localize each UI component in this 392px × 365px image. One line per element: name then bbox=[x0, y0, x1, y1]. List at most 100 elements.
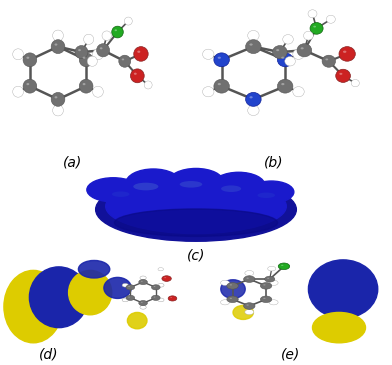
Ellipse shape bbox=[69, 270, 112, 315]
Ellipse shape bbox=[271, 301, 273, 302]
Ellipse shape bbox=[15, 52, 18, 54]
Ellipse shape bbox=[122, 58, 124, 60]
Ellipse shape bbox=[114, 209, 278, 237]
Text: (b): (b) bbox=[264, 156, 283, 170]
Ellipse shape bbox=[263, 284, 265, 285]
Circle shape bbox=[131, 69, 144, 83]
Ellipse shape bbox=[26, 57, 29, 59]
Ellipse shape bbox=[218, 83, 221, 85]
Ellipse shape bbox=[15, 89, 18, 91]
Ellipse shape bbox=[123, 284, 125, 285]
Circle shape bbox=[269, 280, 278, 285]
Circle shape bbox=[293, 49, 304, 59]
Ellipse shape bbox=[159, 299, 161, 300]
Ellipse shape bbox=[276, 49, 279, 51]
Circle shape bbox=[203, 87, 214, 97]
Ellipse shape bbox=[134, 73, 137, 75]
Circle shape bbox=[243, 276, 255, 283]
Circle shape bbox=[285, 57, 296, 66]
Circle shape bbox=[214, 53, 229, 67]
Ellipse shape bbox=[287, 59, 290, 61]
Circle shape bbox=[283, 35, 293, 44]
Ellipse shape bbox=[250, 33, 253, 35]
Circle shape bbox=[96, 44, 110, 57]
Ellipse shape bbox=[205, 52, 208, 54]
Ellipse shape bbox=[325, 58, 328, 60]
Ellipse shape bbox=[87, 178, 140, 202]
Circle shape bbox=[214, 79, 229, 93]
Ellipse shape bbox=[258, 192, 275, 198]
Circle shape bbox=[245, 310, 254, 315]
Text: (e): (e) bbox=[280, 347, 300, 361]
Ellipse shape bbox=[106, 179, 286, 234]
Ellipse shape bbox=[29, 267, 88, 328]
Ellipse shape bbox=[133, 182, 158, 191]
Circle shape bbox=[278, 263, 290, 270]
Ellipse shape bbox=[296, 89, 298, 91]
Ellipse shape bbox=[313, 26, 316, 27]
Ellipse shape bbox=[55, 108, 58, 110]
Circle shape bbox=[124, 17, 132, 25]
Ellipse shape bbox=[312, 312, 365, 343]
Circle shape bbox=[53, 30, 64, 41]
Ellipse shape bbox=[164, 277, 166, 278]
Ellipse shape bbox=[95, 52, 98, 54]
Circle shape bbox=[151, 285, 160, 290]
Circle shape bbox=[260, 296, 272, 303]
Ellipse shape bbox=[230, 298, 232, 299]
Ellipse shape bbox=[54, 96, 57, 99]
Circle shape bbox=[260, 283, 272, 289]
Ellipse shape bbox=[104, 277, 131, 299]
Ellipse shape bbox=[263, 298, 265, 299]
Ellipse shape bbox=[306, 34, 308, 35]
Ellipse shape bbox=[86, 37, 88, 39]
Ellipse shape bbox=[142, 277, 143, 278]
Ellipse shape bbox=[100, 47, 103, 49]
Circle shape bbox=[162, 276, 171, 281]
Ellipse shape bbox=[230, 284, 232, 285]
Circle shape bbox=[327, 15, 335, 23]
Ellipse shape bbox=[249, 43, 253, 46]
Ellipse shape bbox=[212, 172, 265, 199]
Circle shape bbox=[268, 266, 276, 271]
Ellipse shape bbox=[154, 286, 155, 287]
Ellipse shape bbox=[126, 19, 128, 20]
Circle shape bbox=[93, 49, 103, 60]
Ellipse shape bbox=[271, 282, 273, 283]
Circle shape bbox=[336, 69, 350, 82]
Ellipse shape bbox=[205, 89, 208, 91]
Ellipse shape bbox=[54, 43, 57, 46]
Circle shape bbox=[227, 296, 238, 303]
Circle shape bbox=[245, 270, 254, 276]
Ellipse shape bbox=[221, 280, 245, 299]
Ellipse shape bbox=[218, 57, 221, 59]
Circle shape bbox=[119, 55, 131, 67]
Ellipse shape bbox=[285, 37, 288, 39]
Circle shape bbox=[278, 79, 293, 93]
Ellipse shape bbox=[169, 169, 223, 196]
Ellipse shape bbox=[223, 282, 225, 283]
Ellipse shape bbox=[146, 83, 148, 84]
Circle shape bbox=[293, 87, 304, 97]
Ellipse shape bbox=[281, 57, 285, 59]
Circle shape bbox=[139, 280, 147, 285]
Ellipse shape bbox=[281, 83, 285, 85]
Circle shape bbox=[158, 298, 164, 302]
Circle shape bbox=[79, 53, 93, 67]
Ellipse shape bbox=[296, 52, 298, 54]
Circle shape bbox=[134, 47, 148, 61]
Circle shape bbox=[246, 92, 261, 106]
Ellipse shape bbox=[328, 18, 330, 19]
Circle shape bbox=[140, 276, 146, 280]
Circle shape bbox=[322, 55, 336, 67]
Circle shape bbox=[151, 295, 160, 300]
Ellipse shape bbox=[96, 178, 296, 241]
Ellipse shape bbox=[126, 169, 181, 197]
Circle shape bbox=[23, 53, 37, 67]
Ellipse shape bbox=[247, 304, 249, 306]
Circle shape bbox=[248, 30, 259, 41]
Ellipse shape bbox=[250, 108, 253, 110]
Circle shape bbox=[221, 280, 229, 285]
Circle shape bbox=[102, 31, 111, 41]
Ellipse shape bbox=[83, 57, 85, 59]
